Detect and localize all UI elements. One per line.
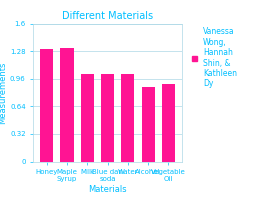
Bar (40, 49, 53, 162)
Bar (60, 48, 73, 162)
Legend: Vanessa
Wong,
Hannah
Shin, &
Kathleen
Dy: Vanessa Wong, Hannah Shin, & Kathleen Dy (191, 27, 237, 88)
Bar (81, 74, 94, 162)
Bar (162, 84, 175, 162)
Bar (101, 74, 114, 162)
X-axis label: Materials: Materials (88, 185, 127, 194)
Bar (142, 86, 155, 162)
Title: Different Materials: Different Materials (62, 11, 153, 21)
Bar (121, 74, 134, 162)
Y-axis label: Density
Measurements: Density Measurements (0, 61, 7, 124)
